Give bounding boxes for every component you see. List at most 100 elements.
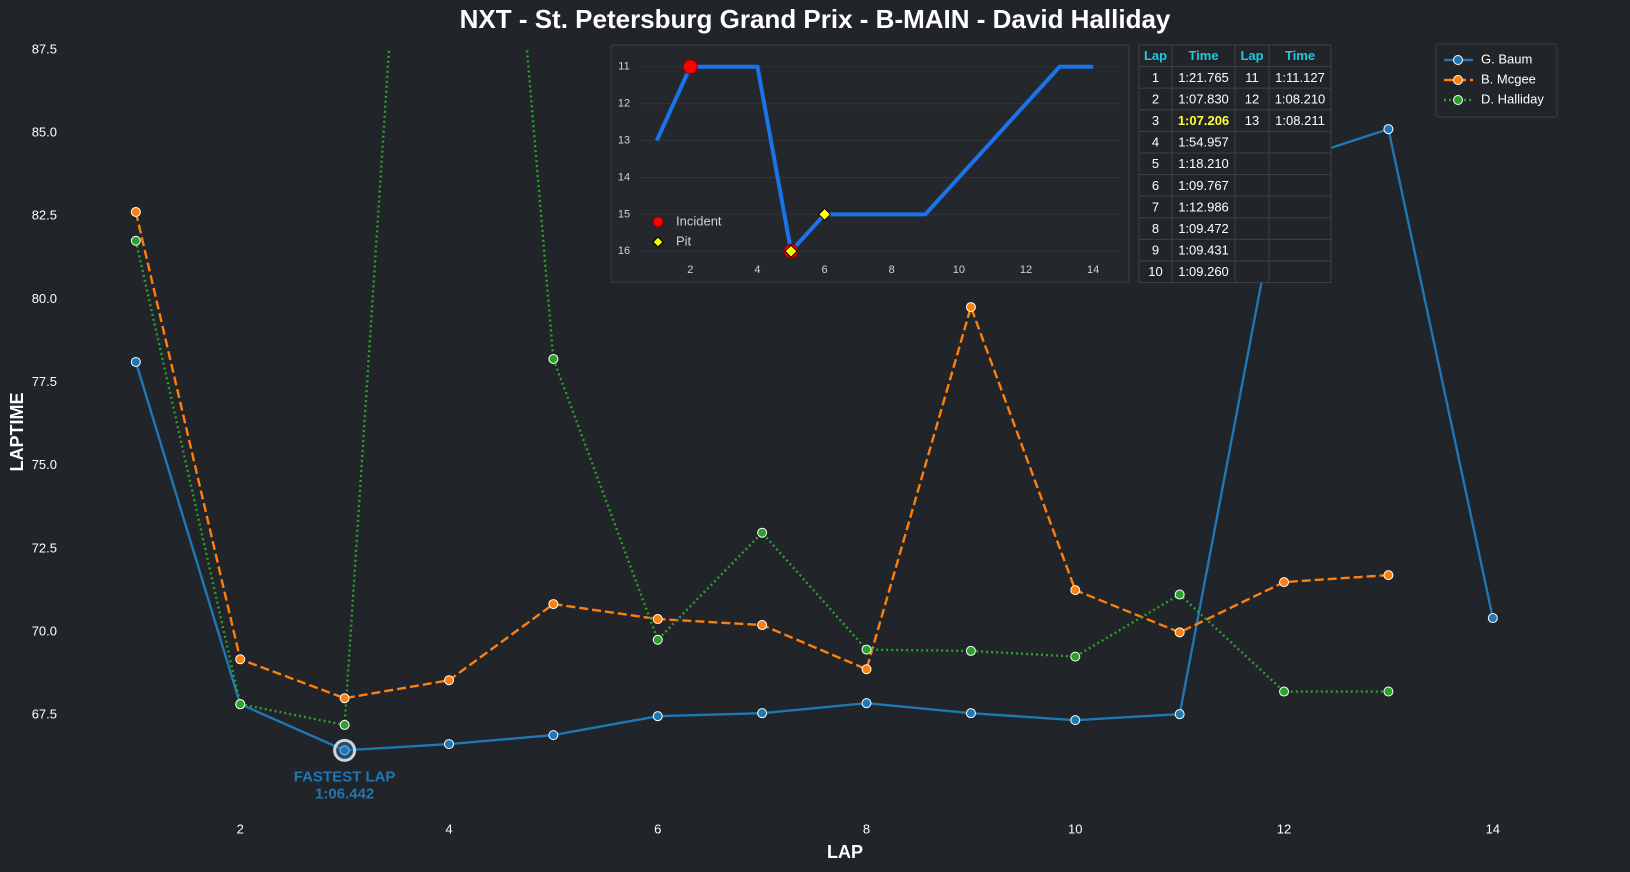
table-text: 4 [1152, 135, 1159, 150]
table-cell [1234, 130, 1270, 154]
table-text: 6 [1152, 178, 1159, 193]
x-tick-label: 8 [889, 264, 895, 276]
table-cell [1234, 174, 1270, 197]
table-cell [1234, 195, 1270, 219]
table-text: 9 [1152, 243, 1159, 258]
x-tick-label: 12 [1020, 264, 1032, 276]
data-point [1174, 589, 1185, 600]
position-line [654, 64, 1094, 256]
annotation-text: 1:06.442 [315, 785, 374, 802]
table-header: Time [1188, 48, 1218, 63]
data-point [1070, 651, 1081, 662]
table-text: 8 [1152, 221, 1159, 236]
data-point [443, 675, 454, 686]
data-point [339, 719, 350, 730]
table-text: 1:08.210 [1275, 91, 1326, 106]
y-tick-label: 72.5 [32, 540, 57, 555]
table-text: 1:12.986 [1178, 199, 1229, 214]
table-cell [1268, 195, 1332, 219]
x-tick-label: 6 [822, 264, 828, 276]
data-point [757, 527, 768, 538]
data-point [1279, 577, 1290, 588]
data-point [548, 353, 559, 364]
table-text: 12 [1245, 91, 1259, 106]
marker [784, 244, 798, 258]
data-point [130, 235, 141, 246]
legend-marker [1453, 55, 1463, 65]
x-tick-label: 10 [1068, 821, 1082, 836]
data-point [757, 620, 768, 631]
table-text: 3 [1152, 113, 1159, 128]
data-point [339, 693, 350, 704]
x-tick-label: 14 [1486, 821, 1500, 836]
table-cell [1234, 238, 1270, 262]
table-text: 1:09.431 [1178, 243, 1229, 258]
table-cell [1268, 217, 1332, 240]
annotation-text: FASTEST LAP [294, 768, 396, 785]
table-text: 2 [1152, 91, 1159, 106]
y-axis-label: LAPTIME [7, 393, 27, 472]
table-text: 1:18.210 [1178, 156, 1229, 171]
data-point [548, 730, 559, 741]
table-cell [1234, 260, 1270, 284]
x-tick-label: 6 [654, 821, 661, 836]
table-text: 10 [1148, 264, 1162, 279]
data-point [861, 644, 872, 655]
data-point [1383, 686, 1394, 697]
table-text: 1:09.767 [1178, 178, 1229, 193]
table-header: Lap [1144, 48, 1167, 63]
y-tick-label: 85.0 [32, 125, 57, 140]
table-cell [1268, 238, 1332, 262]
legend-marker [1453, 95, 1463, 105]
legend-label: Incident [676, 213, 722, 228]
table-text: 11 [1245, 70, 1259, 85]
marker [682, 59, 698, 75]
data-point [130, 206, 141, 217]
table-cell [1234, 217, 1270, 240]
table-text: 7 [1152, 199, 1159, 214]
data-point [235, 699, 246, 710]
table-text: 1:21.765 [1178, 70, 1229, 85]
table-cell [1268, 174, 1332, 197]
marker [817, 207, 832, 222]
data-point [443, 739, 454, 750]
x-axis-label: LAP [827, 842, 863, 862]
y-tick-label: 12 [618, 98, 630, 110]
data-point [1383, 124, 1394, 135]
legend-marker [652, 236, 664, 248]
x-tick-label: 8 [863, 821, 870, 836]
x-tick-label: 4 [445, 821, 452, 836]
table-text: 1:07.830 [1178, 91, 1229, 106]
y-tick-label: 13 [618, 134, 630, 146]
table-text: 1:54.957 [1178, 135, 1229, 150]
table-text: 1 [1152, 70, 1159, 85]
y-tick-label: 14 [618, 171, 630, 183]
y-tick-label: 70.0 [32, 623, 57, 638]
y-tick-label: 82.5 [32, 208, 57, 223]
data-point [1070, 715, 1081, 726]
table-cell [1268, 130, 1332, 154]
y-tick-label: 80.0 [32, 291, 57, 306]
y-tick-label: 87.5 [32, 41, 57, 56]
legend-label: Pit [676, 233, 692, 248]
table-cell [1268, 260, 1332, 284]
x-tick-label: 2 [237, 821, 244, 836]
x-tick-label: 2 [687, 264, 693, 276]
data-point [965, 302, 976, 313]
data-point [1070, 585, 1081, 596]
data-point [130, 356, 141, 367]
x-tick-label: 4 [754, 264, 760, 276]
data-point [861, 698, 872, 709]
chart-title: NXT - St. Petersburg Grand Prix - B-MAIN… [460, 4, 1171, 34]
data-point [235, 654, 246, 665]
x-tick-label: 10 [953, 264, 965, 276]
data-point [652, 614, 663, 625]
y-tick-label: 16 [618, 245, 630, 257]
y-tick-label: 67.5 [32, 707, 57, 722]
data-point [1383, 570, 1394, 581]
legend-marker [652, 216, 664, 228]
table-header: Time [1285, 48, 1315, 63]
table-header: Lap [1240, 48, 1263, 63]
